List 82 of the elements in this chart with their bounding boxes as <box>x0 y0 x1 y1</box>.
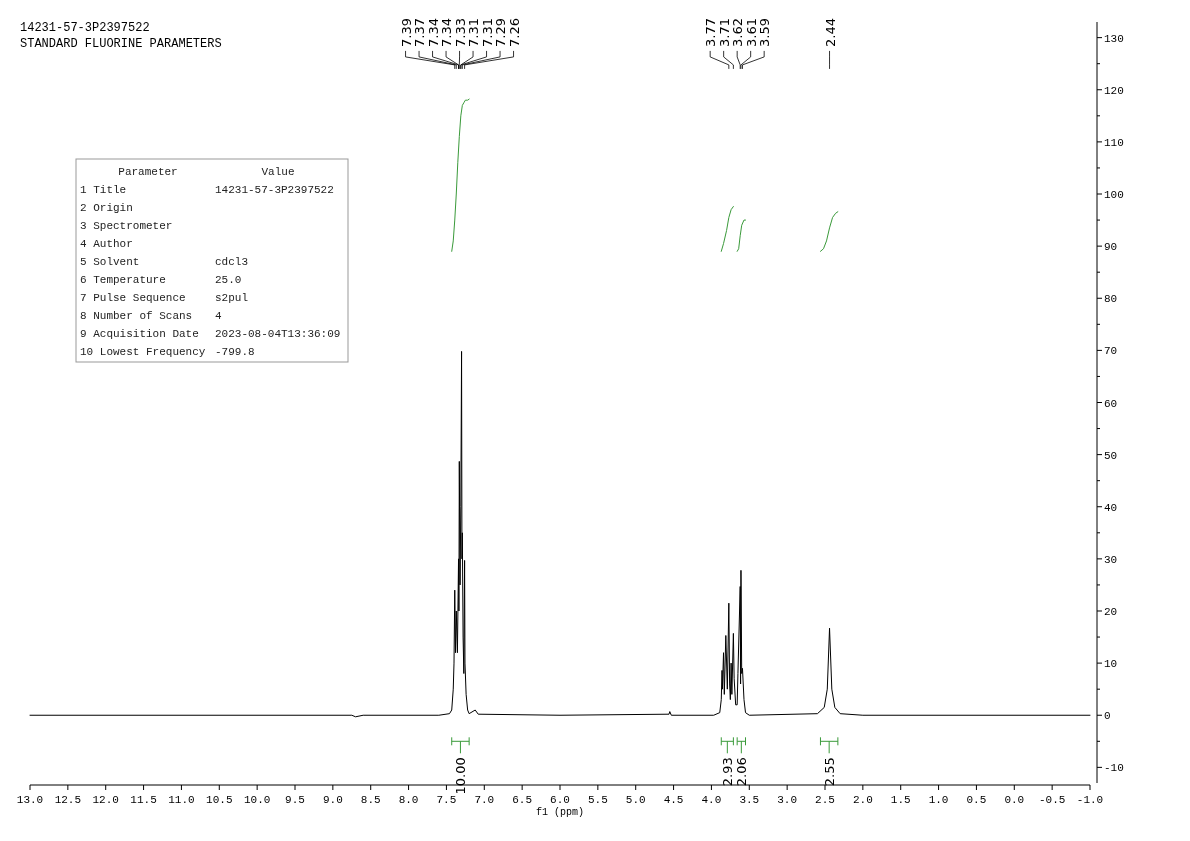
annotation: 2 Origin <box>80 202 133 214</box>
chart-title: 14231-57-3P2397522 <box>20 21 150 35</box>
annotation: 3.59 <box>757 17 773 47</box>
y-tick-label: 40 <box>1104 501 1118 514</box>
y-tick-label: 30 <box>1104 553 1118 566</box>
x-tick-label: 9.0 <box>322 794 343 806</box>
annotation: 3 Spectrometer <box>80 220 173 232</box>
annotation: 4 Author <box>80 238 133 250</box>
annotation: 7.29 <box>493 17 509 47</box>
annotation: 10.00 <box>453 757 469 795</box>
x-tick-label: 11.0 <box>168 794 195 806</box>
annotation: 2.06 <box>734 757 750 787</box>
text: 8 Number of Scans 4 <box>80 310 222 322</box>
x-tick-label: 7.0 <box>474 794 495 806</box>
y-tick-label: 50 <box>1104 449 1118 462</box>
annotation: 3.61 <box>743 17 759 47</box>
y-tick-label: 70 <box>1104 345 1118 358</box>
annotation: 7.26 <box>506 17 522 47</box>
annotation: 3.77 <box>703 17 719 47</box>
x-tick-label: 1.5 <box>890 794 911 806</box>
y-tick-label: 110 <box>1104 136 1124 149</box>
x-tick-label: 12.0 <box>92 794 119 806</box>
text: 7 Pulse Sequence s2pul <box>80 292 249 304</box>
x-tick-label: 3.0 <box>777 794 798 806</box>
x-tick-label: 13.0 <box>16 794 44 806</box>
x-tick-label: 8.5 <box>360 794 381 806</box>
line-series <box>29 350 1091 718</box>
x-tick-label: 4.0 <box>701 794 722 806</box>
x-tick-label: 3.5 <box>739 794 760 806</box>
annotation: 7.34 <box>425 17 441 47</box>
annotation: 10 Lowest Frequency -799.8 <box>80 346 255 358</box>
x-tick-label: 7.5 <box>436 794 457 806</box>
line-series <box>720 206 734 252</box>
text: 5 Solvent cdcl3 <box>80 256 249 268</box>
text: Parameter Value <box>118 166 295 178</box>
y-tick-label: 90 <box>1104 241 1118 254</box>
annotation: 2.44 <box>822 17 838 47</box>
annotation: 3.62 <box>730 17 746 47</box>
x-tick-label: -1.0 <box>1076 794 1104 806</box>
annotation: 3.71 <box>716 17 732 47</box>
x-tick-label: 9.5 <box>285 794 305 806</box>
x-tick-label: 0.0 <box>1004 794 1025 806</box>
x-tick-label: 5.0 <box>625 794 646 806</box>
annotation: 7.31 <box>479 17 495 47</box>
y-tick-label: 130 <box>1104 32 1124 45</box>
annotation: 7.39 <box>398 17 414 47</box>
annotation: 7.37 <box>412 17 428 47</box>
text: 1 Title 14231-57-3P2397522 <box>80 184 334 196</box>
line-series <box>451 98 470 252</box>
x-tick-label: 10.0 <box>243 794 271 806</box>
x-tick-label: 5.5 <box>587 794 608 806</box>
x-tick-label: 4.5 <box>663 794 684 806</box>
text: 6 Temperature 25.0 <box>80 274 242 286</box>
y-tick-label: -10 <box>1104 762 1124 775</box>
y-tick-label: 120 <box>1104 84 1124 97</box>
x-tick-label: 12.5 <box>54 794 82 806</box>
x-axis-title: f1 (ppm) <box>535 807 585 818</box>
x-tick-label: 1.0 <box>928 794 949 806</box>
annotation: 7.33 <box>452 17 468 47</box>
x-tick-label: 2.5 <box>815 794 835 806</box>
x-tick-label: 6.5 <box>512 794 533 806</box>
line-series <box>736 219 746 252</box>
x-tick-label: 0.5 <box>966 794 987 806</box>
y-tick-label: 20 <box>1104 605 1118 618</box>
x-tick-label: 6.0 <box>550 794 570 806</box>
y-tick-label: 60 <box>1104 397 1118 410</box>
y-tick-label: 100 <box>1104 189 1124 202</box>
x-tick-label: 11.5 <box>130 794 157 806</box>
annotation: 7.31 <box>466 17 482 47</box>
text: STANDARD FLUORINE PARAMETERS <box>20 37 222 51</box>
text: 9 Acquisition Date 2023-08-04T13:36:09 <box>80 328 341 340</box>
y-tick-label: 0 <box>1104 710 1111 723</box>
x-tick-label: 2.0 <box>852 794 873 806</box>
annotation: 2.55 <box>822 757 838 787</box>
y-tick-label: 80 <box>1104 293 1118 306</box>
x-tick-label: 8.0 <box>398 794 419 806</box>
y-tick-label: 10 <box>1104 658 1118 671</box>
line-series <box>819 211 839 252</box>
annotation: 2.93 <box>720 757 736 787</box>
annotation: 7.34 <box>439 17 455 47</box>
x-tick-label: 10.5 <box>206 794 233 806</box>
x-tick-label: -0.5 <box>1038 794 1066 806</box>
